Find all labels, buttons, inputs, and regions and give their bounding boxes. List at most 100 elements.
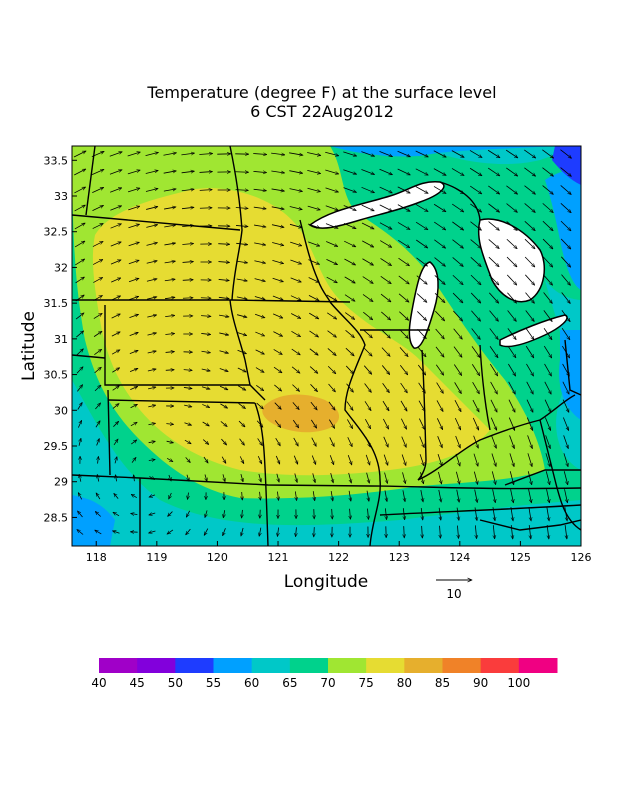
wind-vector [256,402,264,409]
wind-vector [274,384,281,391]
wind-vector [236,296,247,299]
wind-vector [310,419,316,428]
wind-vector [350,508,351,519]
x-tick-label: 118 [86,551,107,564]
wind-vector [201,316,211,317]
colorbar: 40 45 50 55 60 65 70 75 80 85 90 100 [91,658,558,690]
y-tick-label: 32.5 [44,226,69,239]
wind-vector [199,172,213,173]
wind-vector [148,460,155,461]
wind-vector [201,386,210,389]
wind-vector [292,419,298,428]
wind-vector [488,274,499,285]
wind-vector [218,244,229,245]
wind-vector [344,276,356,283]
wind-vector [383,436,389,447]
wind-vector [488,256,499,267]
wind-vector [110,206,121,211]
wind-vector [205,510,207,517]
wind-vector [422,525,423,538]
wind-vector [401,454,406,465]
wind-vector [491,453,496,466]
y-tick-label: 29 [54,476,68,489]
wind-vector [110,188,122,193]
wind-vector [218,279,230,280]
wind-vector [327,330,337,338]
wind-vector [525,274,534,285]
boundary-va-nc [504,469,581,486]
wind-vector [472,381,480,394]
boundary-ne-ks [104,305,266,401]
wind-vector [163,189,176,192]
wind-vector [526,381,534,394]
wind-vector [508,363,515,376]
wind-vector [327,348,336,355]
y-axis-ticks: 28.5 29 29.5 30 30.5 31 31.5 32 32.5 33 33.5 [44,154,77,524]
wind-vector [379,204,393,212]
wind-vector [257,438,263,445]
wind-vector [199,190,213,191]
wind-vector [113,512,120,517]
y-axis-label: Latitude [19,311,39,381]
lake-erie [499,314,568,348]
wind-vector [201,369,211,371]
wind-vector [131,513,138,514]
wind-vector [345,330,355,337]
wind-vector [367,508,368,520]
wind-vector [490,381,498,394]
wind-vector [259,473,261,482]
wind-vector [271,153,285,155]
wind-vector [91,150,104,158]
boundary-co-ks [107,389,111,476]
wind-vector [348,472,352,483]
wind-vector [362,240,374,248]
wind-vector [271,224,284,228]
x-tick-label: 121 [268,551,289,564]
wind-vector [470,274,481,285]
wind-vector [542,220,553,231]
colorbar-swatch [99,658,138,673]
wind-vector [382,400,389,411]
wind-vector [400,382,408,393]
wind-vector [343,151,356,156]
wind-vector [77,529,84,535]
wind-vector [398,275,409,284]
wind-vector [128,260,139,265]
wind-vector [451,168,464,175]
wind-vector [74,186,85,194]
wind-vector [420,490,423,502]
wind-vector [296,527,297,536]
wind-vector [453,346,462,358]
colorbar-swatch [289,658,329,673]
wind-vector [255,331,264,337]
band-50-northeast [552,146,581,185]
wind-vector [525,310,535,321]
colorbar-swatch [328,658,367,673]
wind-vector [290,277,302,282]
wind-vector [254,296,265,299]
wind-vector [329,437,335,446]
wind-vector [561,274,571,286]
wind-vector [328,419,334,429]
y-tick-label: 29.5 [44,440,69,453]
wind-vector [145,170,158,174]
wind-vector [563,453,568,466]
wind-vector [236,261,247,263]
wind-vector [274,420,281,427]
wind-vector [347,419,353,428]
wind-vector [544,399,552,413]
wind-vector [326,241,338,247]
wind-vector [75,313,84,320]
wind-vector [362,258,373,266]
wind-vector [524,203,536,212]
wind-vector [127,188,140,193]
wind-vector [419,454,424,465]
wind-vector [168,511,173,517]
wind-vector [489,292,498,303]
y-tick-label: 32 [54,261,68,274]
wind-vector [181,189,194,190]
wind-vector [362,276,374,284]
wind-vector [257,455,263,464]
wind-vector [163,153,176,156]
wind-vector [543,328,552,340]
